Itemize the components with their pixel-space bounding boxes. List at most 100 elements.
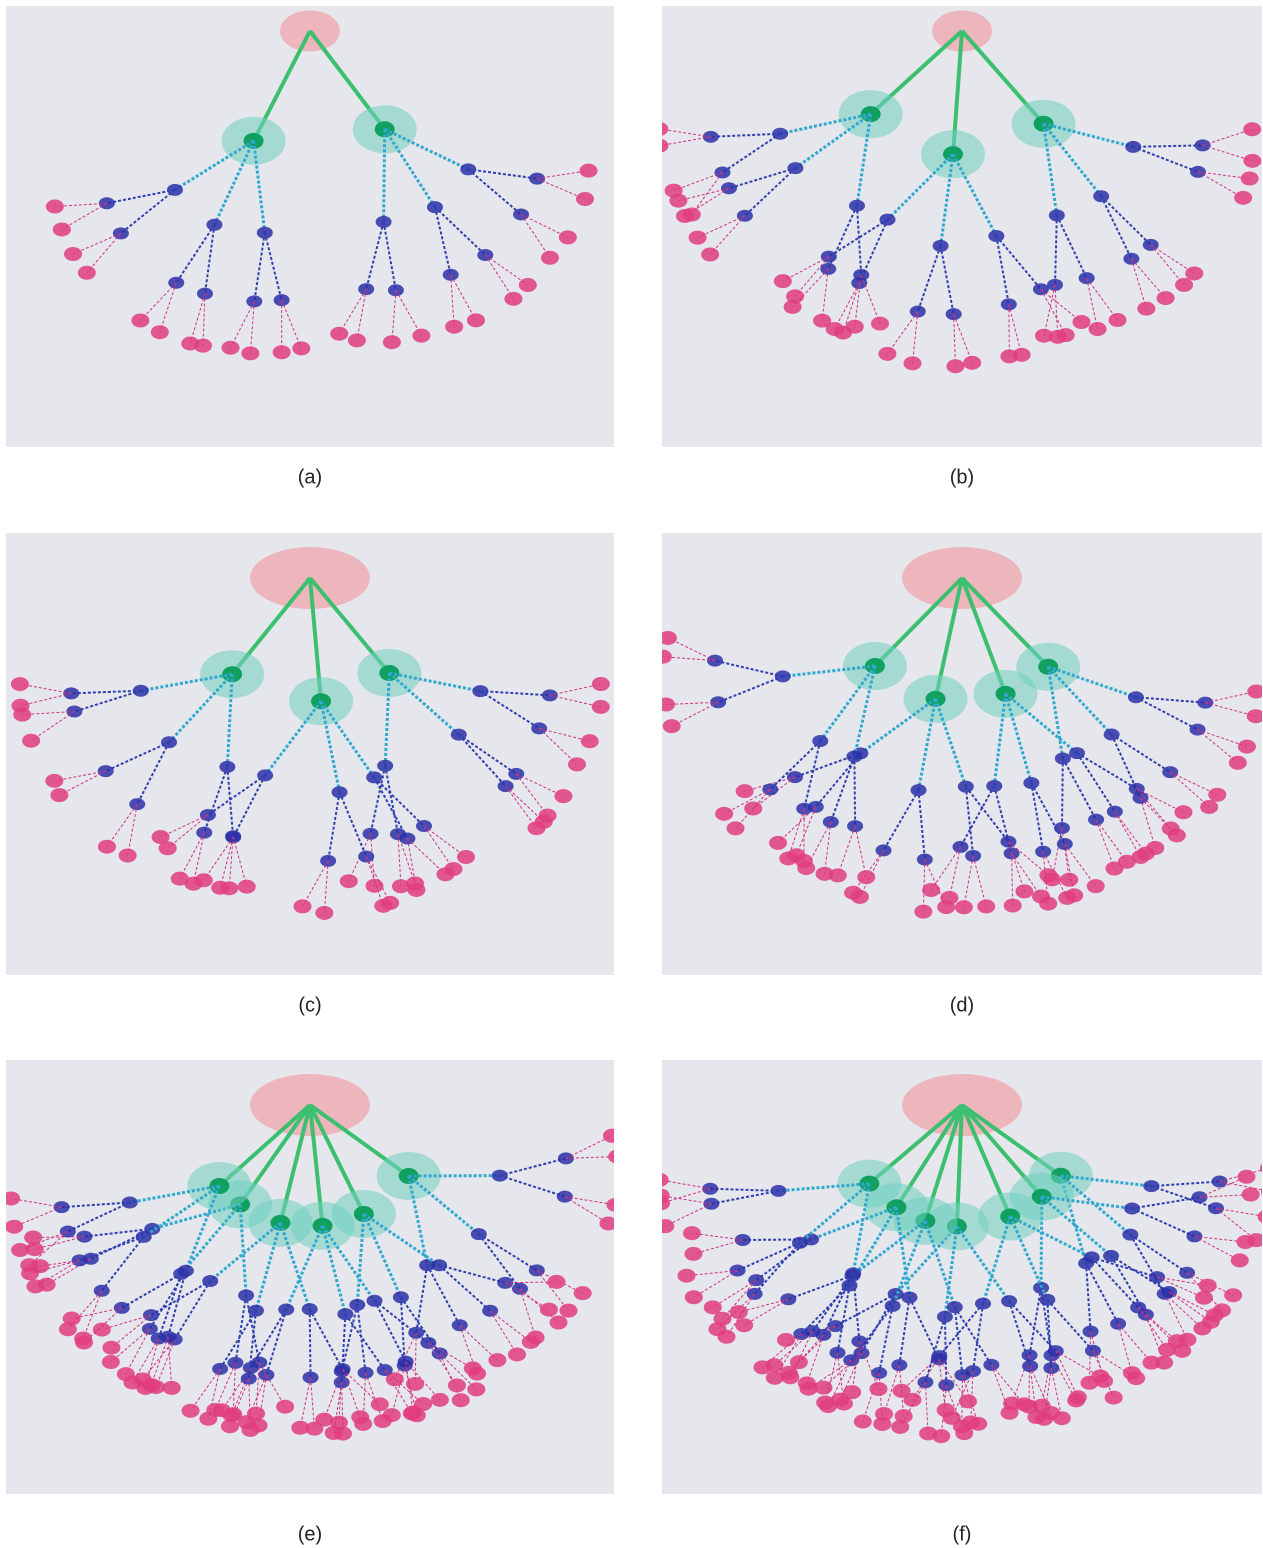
- leaf-node: [1001, 1406, 1019, 1420]
- leaf-node: [102, 1355, 120, 1369]
- leaf-node: [659, 631, 677, 645]
- leaf-node: [1200, 800, 1218, 814]
- leaf-node: [683, 1226, 701, 1240]
- leaf-node: [689, 231, 707, 245]
- leaf-node: [464, 1361, 482, 1375]
- leaf-node: [869, 1382, 887, 1396]
- leaf-node: [171, 872, 189, 886]
- leaf-node: [325, 1426, 343, 1440]
- leaf-node: [813, 314, 831, 328]
- leaf-node: [1027, 1410, 1045, 1424]
- leaf-node: [895, 1409, 913, 1423]
- leaf-node: [383, 335, 401, 349]
- leaf-node: [1057, 328, 1075, 342]
- leaf-node: [273, 345, 291, 359]
- leaf-node: [969, 1417, 987, 1431]
- panel-caption: (c): [298, 994, 321, 1016]
- leaf-node: [340, 874, 358, 888]
- leaf-node: [846, 320, 864, 334]
- leaf-node: [540, 1303, 558, 1317]
- leaf-node: [1185, 266, 1203, 280]
- leaf-node: [508, 1347, 526, 1361]
- leaf-node: [559, 1304, 577, 1318]
- leaf-node: [1162, 822, 1180, 836]
- leaf-node: [1229, 756, 1247, 770]
- leaf-node: [592, 700, 610, 714]
- panel-background: [6, 6, 614, 447]
- leaf-node: [220, 881, 238, 895]
- leaf-node: [574, 1286, 592, 1300]
- panel: [6, 533, 614, 975]
- leaf-node: [780, 1366, 798, 1380]
- leaf-node: [1202, 1315, 1220, 1329]
- leaf-node: [522, 1335, 540, 1349]
- leaf-node: [654, 650, 672, 664]
- leaf-node: [878, 347, 896, 361]
- leaf-node: [914, 905, 932, 919]
- panel: [6, 6, 614, 447]
- leaf-node: [488, 1353, 506, 1367]
- leaf-node: [1195, 1291, 1213, 1305]
- leaf-node: [241, 346, 259, 360]
- leaf-node: [1091, 1369, 1109, 1383]
- inner-node: [498, 780, 514, 792]
- leaf-node: [603, 1129, 621, 1143]
- leaf-node: [963, 356, 981, 370]
- leaf-node: [1234, 191, 1252, 205]
- leaf-node: [407, 883, 425, 897]
- leaf-node: [1157, 291, 1175, 305]
- leaf-node: [977, 899, 995, 913]
- leaf-node: [163, 1381, 181, 1395]
- leaf-node: [769, 836, 787, 850]
- leaf-node: [592, 677, 610, 691]
- leaf-node: [142, 1378, 160, 1392]
- leaf-node: [222, 341, 240, 355]
- leaf-node: [276, 1400, 294, 1414]
- leaf-node: [53, 222, 71, 236]
- leaf-node: [22, 734, 40, 748]
- leaf-node: [736, 784, 754, 798]
- leaf-node: [779, 851, 797, 865]
- leaf-node: [581, 734, 599, 748]
- leaf-node: [74, 1332, 92, 1346]
- leaf-node: [1224, 1288, 1242, 1302]
- leaf-node: [46, 200, 64, 214]
- leaf-node: [1000, 349, 1018, 363]
- leaf-node: [1174, 805, 1192, 819]
- leaf-node: [554, 789, 572, 803]
- leaf-node: [715, 807, 733, 821]
- leaf-node: [1105, 1391, 1123, 1405]
- leaf-node: [247, 1407, 265, 1421]
- leaf-node: [816, 1396, 834, 1410]
- leaf-node: [1105, 861, 1123, 875]
- leaf-node: [937, 1403, 955, 1417]
- leaf-node: [599, 1216, 617, 1230]
- leaf-node: [1035, 329, 1053, 343]
- leaf-node: [11, 677, 29, 691]
- leaf-node: [431, 1393, 449, 1407]
- leaf-node: [844, 886, 862, 900]
- leaf-node: [576, 192, 594, 206]
- panel-caption: (d): [950, 994, 974, 1016]
- leaf-node: [922, 883, 940, 897]
- leaf-node: [1175, 278, 1193, 292]
- leaf-node: [685, 1290, 703, 1304]
- panel-caption: (a): [298, 466, 322, 488]
- leaf-node: [608, 1150, 626, 1164]
- leaf-node: [330, 327, 348, 341]
- leaf-node: [78, 266, 96, 280]
- leaf-node: [816, 867, 834, 881]
- leaf-node: [547, 1275, 565, 1289]
- leaf-node: [181, 337, 199, 351]
- leaf-node: [1087, 879, 1105, 893]
- leaf-node: [727, 821, 745, 835]
- leaf-node: [445, 320, 463, 334]
- leaf-node: [374, 1414, 392, 1428]
- panel-caption: (e): [298, 1523, 322, 1545]
- panel-caption: (f): [953, 1523, 972, 1545]
- inner-node: [54, 1201, 70, 1213]
- leaf-node: [1132, 850, 1150, 864]
- leaf-node: [665, 184, 683, 198]
- leaf-node: [2, 1191, 20, 1205]
- leaf-node: [798, 1376, 816, 1390]
